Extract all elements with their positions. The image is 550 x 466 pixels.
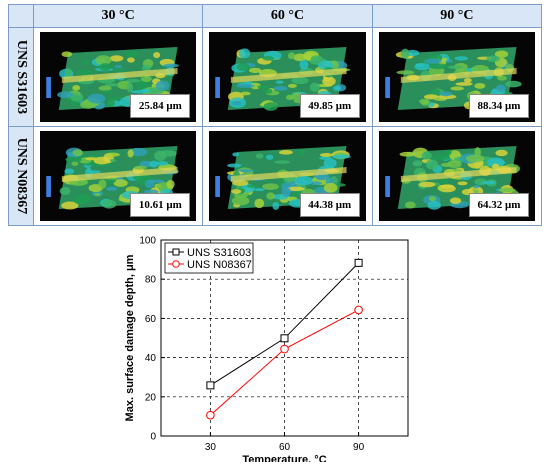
column-header-90c: 90 °C: [371, 4, 543, 28]
row-label-n08367: UNS N08367: [8, 126, 34, 226]
x-tick-label: 30: [205, 442, 217, 453]
depth-vs-temperature-chart: 0 20 40 60 80 100 30 60 90 Temperature, °C Max. su…: [124, 236, 409, 462]
depth-label: 25.84 μm: [130, 94, 191, 118]
data-point-square: [280, 334, 289, 343]
row-label-text: UNS S31603: [14, 39, 29, 115]
y-tick-label: 20: [145, 392, 157, 403]
depth-label: 64.32 μm: [469, 193, 529, 217]
legend-label: UNS N08367: [187, 259, 252, 271]
table-corner: [8, 4, 34, 28]
y-tick-label: 0: [150, 432, 156, 443]
data-point-square: [354, 258, 363, 267]
y-tick-label: 60: [145, 314, 157, 325]
surface-cell-s31603-30c: 25.84 μm: [32, 27, 204, 127]
y-tick-label: 100: [139, 236, 156, 247]
data-point-circle: [280, 344, 289, 354]
data-point-circle: [354, 305, 363, 315]
legend-marker-circle: [172, 260, 180, 268]
legend-marker-square: [172, 248, 180, 256]
x-tick-label: 60: [279, 442, 291, 453]
legend-label: UNS S31603: [187, 247, 251, 259]
legend-box: [164, 242, 254, 274]
row-label-s31603: UNS S31603: [8, 27, 34, 127]
surface-cell-s31603-60c: 49.85 μm: [202, 27, 373, 127]
y-axis-title: Max. surface damage depth, μm: [124, 254, 136, 421]
surface-cell-n08367-60c: 44.38 μm: [202, 126, 373, 226]
column-header-30c: 30 °C: [32, 4, 204, 28]
depth-label: 10.61 μm: [130, 193, 191, 217]
surface-image-table: 30 °C 60 °C 90 °C UNS S31603 25.84 μm 49…: [8, 4, 543, 226]
surface-cell-n08367-90c: 64.32 μm: [371, 126, 543, 226]
depth-label: 49.85 μm: [299, 94, 360, 118]
data-point-square: [206, 381, 215, 390]
row-label-text: UNS N08367: [14, 137, 29, 215]
column-header-60c: 60 °C: [202, 4, 373, 28]
x-tick-label: 90: [353, 442, 365, 453]
surface-cell-n08367-30c: 10.61 μm: [32, 126, 204, 226]
surface-cell-s31603-90c: 88.34 μm: [371, 27, 543, 127]
depth-label: 44.38 μm: [299, 193, 360, 217]
x-axis-title: Temperature, °C: [242, 454, 326, 462]
depth-label: 88.34 μm: [469, 94, 529, 118]
data-point-circle: [206, 410, 215, 420]
y-tick-label: 40: [145, 353, 157, 364]
y-tick-label: 80: [145, 275, 157, 286]
